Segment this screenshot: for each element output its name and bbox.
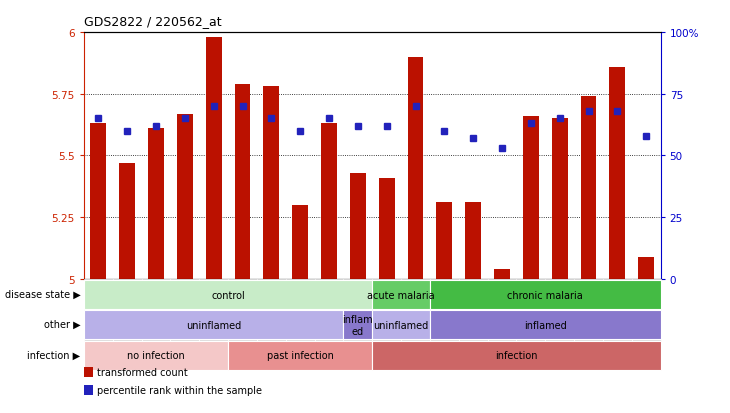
Bar [234,85,250,279]
Bar [552,119,568,279]
Bar [292,205,308,279]
Text: control: control [211,290,245,300]
Bar [379,178,395,279]
Text: infection: infection [495,350,538,360]
Text: no infection: no infection [127,350,185,360]
Text: inflamed: inflamed [524,320,566,330]
Bar [638,257,654,279]
Text: disease state ▶: disease state ▶ [4,289,80,299]
Text: acute malaria: acute malaria [367,290,435,300]
Bar [494,269,510,279]
Bar [148,129,164,279]
Text: other ▶: other ▶ [44,319,80,330]
Bar [407,58,423,279]
Bar [206,38,222,279]
Bar [264,87,280,279]
Bar [321,124,337,279]
Text: past infection: past infection [266,350,334,360]
Bar [465,203,481,279]
Bar [580,97,596,279]
Text: infection ▶: infection ▶ [27,349,80,360]
Bar [119,164,135,279]
Bar [350,173,366,279]
Bar [610,67,626,279]
Text: GDS2822 / 220562_at: GDS2822 / 220562_at [84,15,222,28]
Bar [523,117,539,279]
Bar [437,203,453,279]
Bar [177,114,193,279]
Bar [91,124,107,279]
Text: inflam
ed: inflam ed [342,314,373,336]
Text: uninflamed: uninflamed [186,320,242,330]
Text: percentile rank within the sample: percentile rank within the sample [97,385,262,395]
Text: uninflamed: uninflamed [374,320,429,330]
Text: transformed count: transformed count [97,367,188,377]
Text: chronic malaria: chronic malaria [507,290,583,300]
